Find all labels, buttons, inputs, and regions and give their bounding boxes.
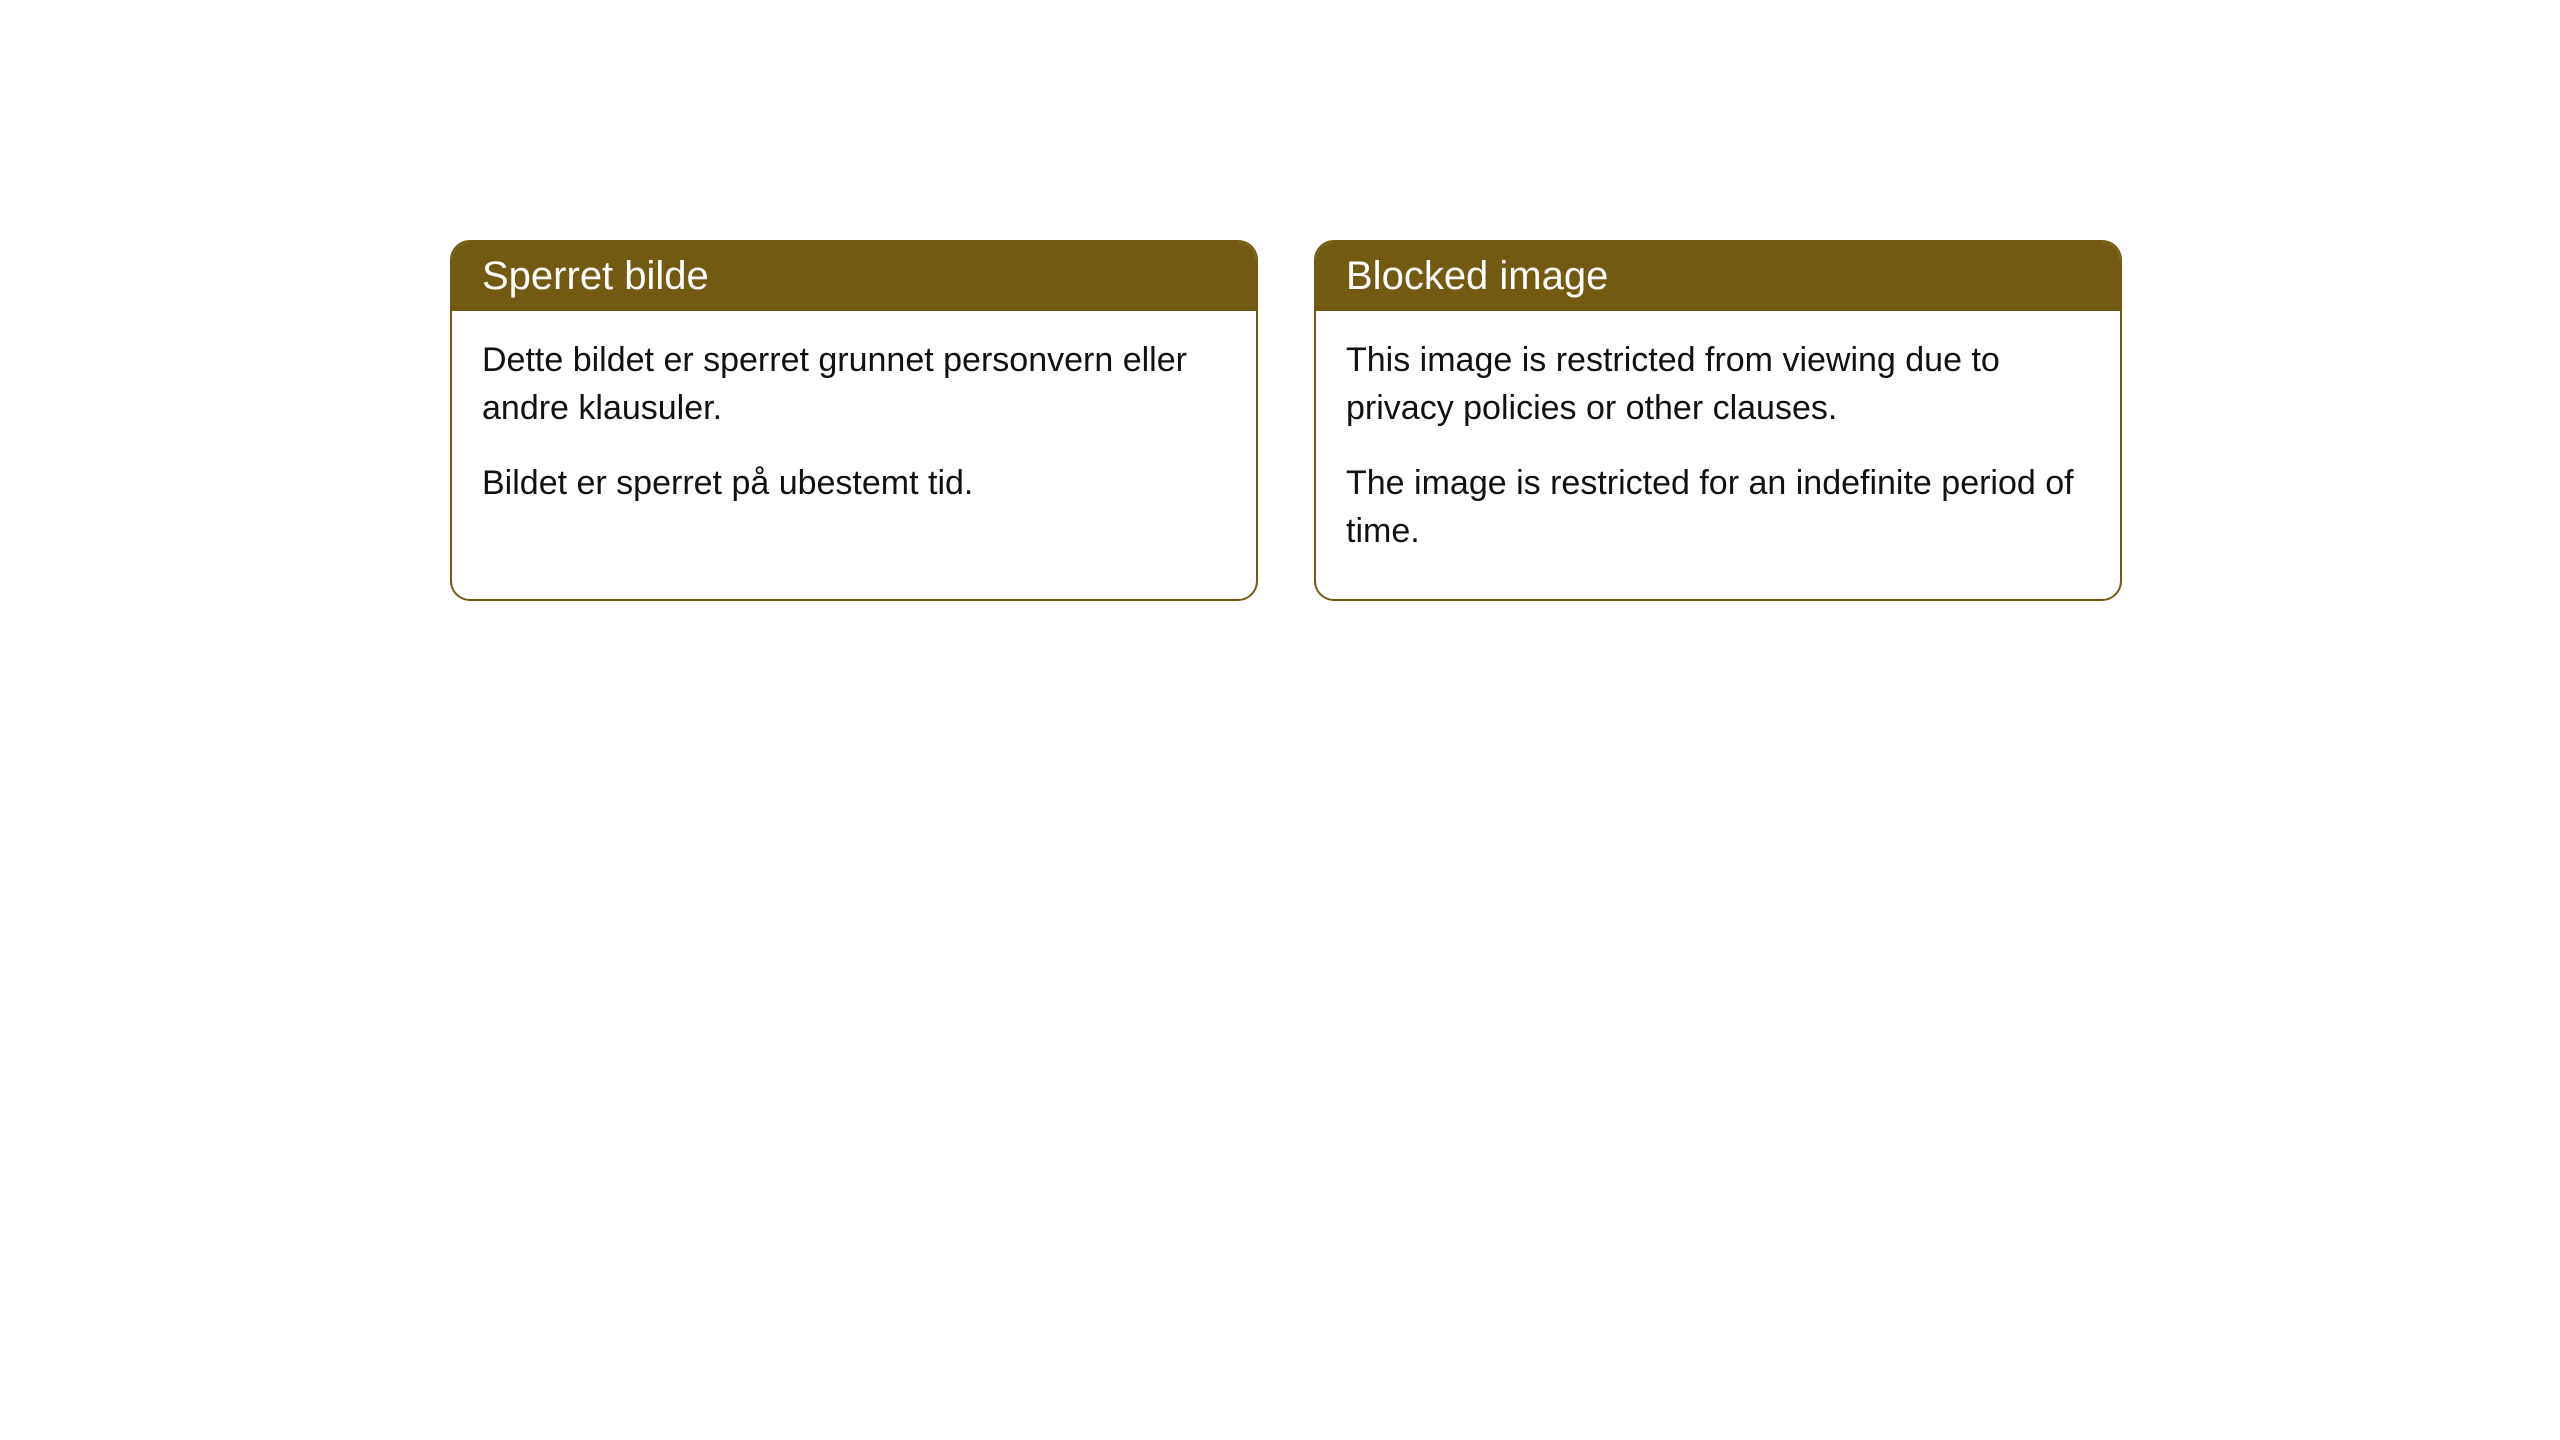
card-body: Dette bildet er sperret grunnet personve…: [452, 311, 1256, 552]
notice-card-english: Blocked image This image is restricted f…: [1314, 240, 2122, 601]
card-paragraph: The image is restricted for an indefinit…: [1346, 460, 2090, 555]
card-header: Sperret bilde: [452, 242, 1256, 311]
card-body: This image is restricted from viewing du…: [1316, 311, 2120, 599]
card-title: Sperret bilde: [482, 254, 709, 298]
card-paragraph: This image is restricted from viewing du…: [1346, 337, 2090, 432]
card-paragraph: Bildet er sperret på ubestemt tid.: [482, 460, 1226, 508]
card-paragraph: Dette bildet er sperret grunnet personve…: [482, 337, 1226, 432]
card-title: Blocked image: [1346, 254, 1608, 298]
notice-card-norwegian: Sperret bilde Dette bildet er sperret gr…: [450, 240, 1258, 601]
card-header: Blocked image: [1316, 242, 2120, 311]
notice-cards-container: Sperret bilde Dette bildet er sperret gr…: [0, 0, 2560, 601]
